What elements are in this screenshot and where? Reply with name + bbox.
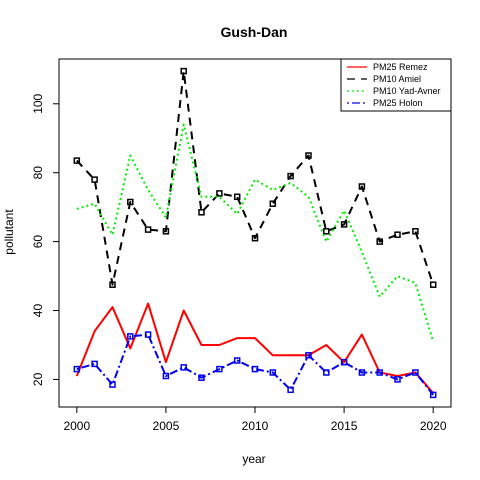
x-tick-label: 2015 bbox=[331, 419, 358, 433]
data-point bbox=[269, 369, 277, 376]
legend-label: PM10 Yad-Avner bbox=[373, 86, 441, 96]
data-point bbox=[376, 238, 383, 245]
chart-title: Gush-Dan bbox=[221, 24, 288, 40]
x-axis: 2000 2005 2010 2015 2020 bbox=[63, 407, 447, 433]
data-point bbox=[376, 369, 383, 376]
data-point bbox=[287, 172, 294, 180]
data-point bbox=[429, 391, 437, 399]
legend-label: PM10 Amiel bbox=[373, 74, 421, 84]
data-point bbox=[180, 67, 187, 75]
data-point bbox=[216, 365, 223, 373]
data-point bbox=[233, 357, 241, 364]
data-point bbox=[323, 369, 330, 376]
data-point bbox=[394, 231, 401, 238]
data-point bbox=[340, 358, 348, 366]
series-3 bbox=[73, 331, 437, 399]
series-line bbox=[76, 123, 435, 342]
data-point bbox=[251, 234, 259, 242]
data-point bbox=[127, 333, 134, 340]
y-tick-label: 80 bbox=[31, 166, 45, 180]
legend-box bbox=[340, 58, 452, 112]
data-point bbox=[412, 228, 419, 235]
data-point bbox=[358, 369, 366, 376]
legend-label: PM25 Holon bbox=[373, 98, 423, 108]
data-point bbox=[109, 281, 116, 288]
data-point bbox=[73, 365, 81, 373]
x-tick-label: 2005 bbox=[153, 419, 180, 433]
data-point bbox=[305, 152, 312, 159]
data-point bbox=[340, 221, 348, 228]
legend: PM25 Remez PM10 Amiel PM10 Yad-Avner PM25 H… bbox=[340, 58, 452, 112]
plot-area bbox=[73, 67, 437, 399]
data-point bbox=[91, 176, 98, 183]
series-line bbox=[75, 302, 434, 394]
series-0 bbox=[75, 302, 434, 394]
data-point bbox=[162, 372, 170, 380]
data-point bbox=[144, 331, 152, 338]
data-point bbox=[109, 381, 116, 388]
data-point bbox=[198, 209, 205, 216]
series-1 bbox=[73, 67, 437, 288]
series-line bbox=[76, 70, 435, 286]
x-tick-label: 2000 bbox=[63, 419, 90, 433]
data-point bbox=[127, 198, 134, 206]
data-point bbox=[198, 374, 205, 381]
x-axis-label: year bbox=[242, 452, 265, 466]
y-tick-label: 20 bbox=[31, 372, 45, 386]
x-tick-label: 2010 bbox=[242, 419, 269, 433]
data-point bbox=[358, 183, 366, 190]
data-point bbox=[305, 352, 312, 359]
data-point bbox=[412, 369, 419, 376]
data-point bbox=[144, 226, 152, 233]
legend-label: PM25 Remez bbox=[373, 62, 428, 72]
data-point bbox=[180, 364, 187, 371]
y-tick-label: 40 bbox=[31, 304, 45, 318]
series-line bbox=[76, 333, 434, 396]
data-point bbox=[269, 200, 277, 207]
y-axis: 20 40 60 80 100 bbox=[31, 93, 59, 386]
data-point bbox=[73, 157, 81, 164]
x-tick-label: 2020 bbox=[420, 419, 447, 433]
series-2 bbox=[76, 123, 435, 342]
data-point bbox=[251, 365, 259, 373]
data-point bbox=[91, 360, 98, 368]
data-point bbox=[429, 281, 437, 288]
y-axis-label: pollutant bbox=[2, 209, 16, 255]
y-tick-label: 60 bbox=[31, 235, 45, 249]
y-tick-label: 100 bbox=[31, 93, 45, 113]
data-point bbox=[287, 386, 294, 394]
data-point bbox=[233, 193, 241, 201]
data-point bbox=[216, 190, 223, 197]
data-point bbox=[323, 228, 330, 235]
data-point bbox=[394, 376, 401, 383]
data-point bbox=[162, 228, 170, 235]
